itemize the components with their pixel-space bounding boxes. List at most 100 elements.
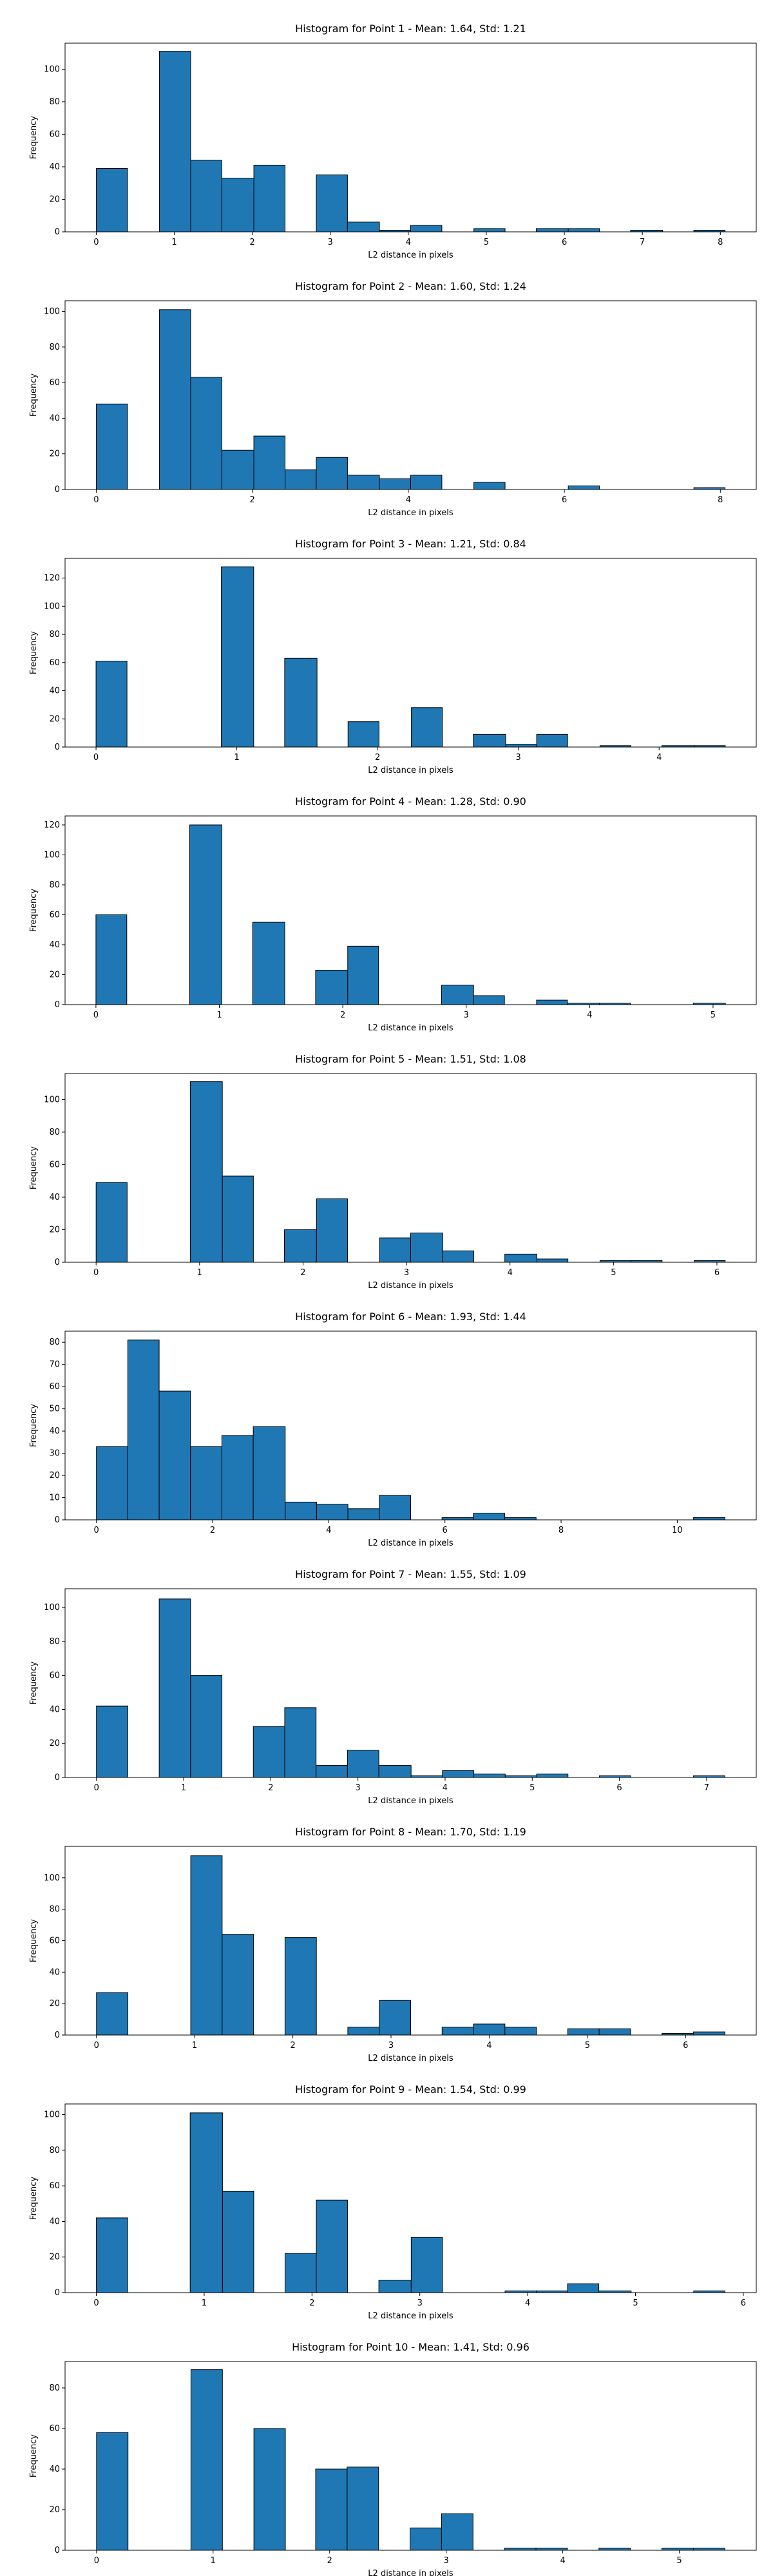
x-tick-label: 0 bbox=[93, 1010, 99, 1020]
y-tick-label: 20 bbox=[49, 714, 60, 724]
y-tick-label: 20 bbox=[49, 970, 60, 980]
x-tick-label: 0 bbox=[93, 753, 99, 762]
y-tick-label: 60 bbox=[49, 1671, 60, 1681]
x-axis-label: L2 distance in pixels bbox=[368, 508, 453, 518]
y-tick-label: 20 bbox=[49, 2253, 60, 2262]
bar bbox=[316, 2199, 348, 2293]
y-tick-label: 60 bbox=[49, 2181, 60, 2191]
bar bbox=[190, 2369, 223, 2551]
axes-frame bbox=[64, 43, 757, 232]
bar bbox=[253, 2428, 286, 2551]
y-tick-label: 0 bbox=[55, 2288, 60, 2298]
y-tick-label: 50 bbox=[49, 1405, 60, 1414]
bar bbox=[284, 1707, 317, 1778]
x-tick-label: 6 bbox=[562, 495, 567, 505]
x-tick-label: 3 bbox=[464, 1010, 469, 1020]
bar bbox=[284, 2253, 317, 2293]
bar bbox=[96, 1446, 128, 1520]
x-tick-label: 0 bbox=[93, 238, 99, 247]
bar bbox=[221, 450, 254, 490]
y-tick-label: 0 bbox=[55, 1000, 60, 1010]
bar bbox=[379, 1495, 412, 1520]
axes-frame bbox=[64, 1331, 757, 1520]
chart-title: Histogram for Point 6 - Mean: 1.93, Std:… bbox=[295, 1311, 526, 1323]
y-tick-label: 20 bbox=[49, 194, 60, 204]
y-axis-label: Frequency bbox=[29, 889, 39, 932]
bar bbox=[316, 1504, 348, 1520]
y-tick-label: 80 bbox=[49, 880, 60, 890]
bar bbox=[158, 1598, 191, 1778]
y-tick-label: 60 bbox=[49, 1160, 60, 1170]
bar bbox=[315, 970, 348, 1005]
x-tick-label: 0 bbox=[93, 2298, 99, 2308]
y-axis-label: Frequency bbox=[29, 1404, 39, 1447]
x-tick-label: 2 bbox=[250, 238, 255, 247]
bar bbox=[253, 1426, 286, 1520]
bar bbox=[95, 403, 128, 490]
x-tick-label: 1 bbox=[171, 238, 177, 247]
x-tick-label: 4 bbox=[406, 238, 411, 247]
y-tick-label: 80 bbox=[49, 1637, 60, 1647]
x-axis-label: L2 distance in pixels bbox=[368, 1023, 453, 1033]
x-tick-label: 4 bbox=[508, 1268, 513, 1278]
bar bbox=[410, 225, 443, 232]
bar bbox=[441, 2027, 474, 2036]
chart-title: Histogram for Point 3 - Mean: 1.21, Std:… bbox=[295, 538, 526, 550]
y-tick-label: 40 bbox=[49, 413, 60, 423]
y-tick-label: 40 bbox=[49, 1967, 60, 1977]
x-tick-label: 2 bbox=[210, 1526, 215, 1535]
bar bbox=[316, 1198, 348, 1263]
x-tick-label: 3 bbox=[417, 2298, 423, 2308]
bar bbox=[379, 1237, 412, 1263]
bar bbox=[693, 1517, 725, 1520]
x-tick-label: 2 bbox=[340, 1010, 345, 1020]
y-tick-label: 80 bbox=[49, 1905, 60, 1915]
x-tick-label: 4 bbox=[656, 753, 662, 762]
x-tick-label: 8 bbox=[718, 238, 723, 247]
y-tick-label: 40 bbox=[49, 1193, 60, 1202]
x-tick-label: 4 bbox=[587, 1010, 592, 1020]
y-tick-label: 100 bbox=[44, 1603, 60, 1613]
x-tick-label: 8 bbox=[558, 1526, 564, 1535]
x-tick-label: 5 bbox=[530, 1783, 535, 1793]
x-tick-label: 1 bbox=[181, 1783, 186, 1793]
bar bbox=[347, 222, 380, 232]
x-tick-label: 2 bbox=[250, 495, 255, 505]
y-tick-label: 20 bbox=[49, 1471, 60, 1481]
y-tick-label: 100 bbox=[44, 64, 60, 74]
y-tick-label: 60 bbox=[49, 2424, 60, 2434]
x-tick-label: 5 bbox=[676, 2556, 682, 2566]
chart-title: Histogram for Point 5 - Mean: 1.51, Std:… bbox=[295, 1053, 526, 1065]
x-tick-label: 3 bbox=[328, 238, 333, 247]
bar bbox=[567, 2028, 600, 2036]
bar bbox=[410, 475, 443, 490]
x-tick-label: 4 bbox=[406, 495, 411, 505]
x-tick-label: 2 bbox=[309, 2298, 314, 2308]
y-axis-label: Frequency bbox=[29, 116, 39, 159]
axes-frame bbox=[64, 558, 757, 748]
x-tick-label: 3 bbox=[355, 1783, 360, 1793]
bar bbox=[347, 721, 379, 748]
y-tick-label: 40 bbox=[49, 1705, 60, 1714]
bar bbox=[441, 2513, 473, 2551]
bar bbox=[347, 2027, 380, 2036]
bar bbox=[598, 2028, 631, 2036]
bar bbox=[347, 945, 379, 1005]
y-tick-label: 80 bbox=[49, 630, 60, 639]
y-tick-label: 100 bbox=[44, 1873, 60, 1883]
y-tick-label: 60 bbox=[49, 129, 60, 139]
bar bbox=[504, 2027, 537, 2036]
x-tick-label: 4 bbox=[486, 2041, 491, 2050]
bar bbox=[96, 2432, 129, 2551]
bar bbox=[285, 469, 317, 490]
x-axis-label: L2 distance in pixels bbox=[368, 1796, 453, 1806]
y-axis-label: Frequency bbox=[29, 2177, 39, 2220]
bar bbox=[159, 51, 191, 232]
bar bbox=[473, 228, 506, 232]
x-tick-label: 5 bbox=[585, 2041, 590, 2050]
bar bbox=[378, 1765, 412, 1778]
bar bbox=[505, 744, 537, 748]
x-tick-label: 10 bbox=[672, 1526, 683, 1535]
bar bbox=[253, 164, 286, 232]
bar bbox=[190, 377, 222, 490]
